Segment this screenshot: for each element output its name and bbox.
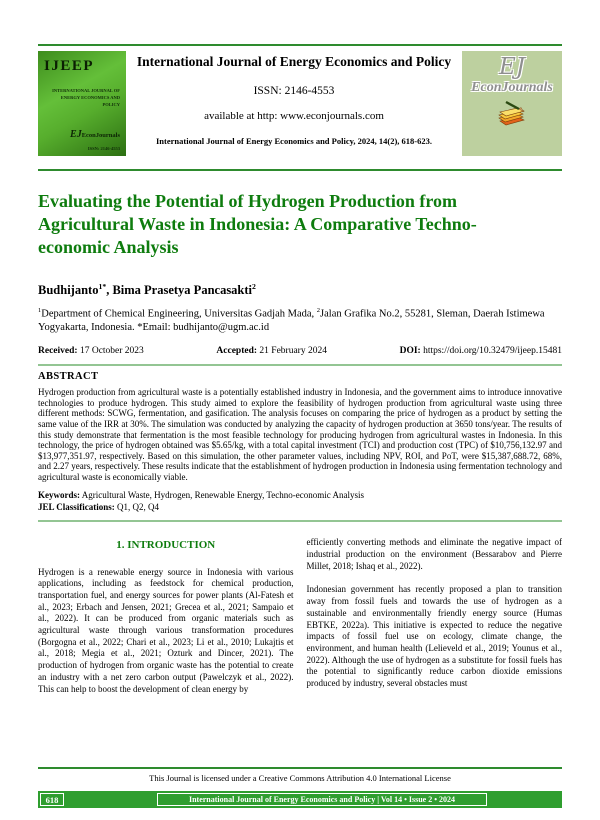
jel-value: Q1, Q2, Q4 [117,501,160,512]
affiliation-superscript-1: 1 [38,306,42,314]
ijeep-logo-ej-mark: EJ [70,129,82,141]
accepted-label: Accepted: [216,346,258,357]
affiliation-part-1: Department of Chemical Engineering, Univ… [41,308,317,320]
authors-line: Budhijanto1*, Bima Prasetya Pancasakti2 [38,282,562,298]
ijeep-logo-subtitle-line2: ENERGY ECONOMICS AND POLICY [60,94,120,107]
received-value: 17 October 2023 [79,346,144,357]
received-date: Received: 17 October 2023 [38,346,144,356]
keywords-value: Agricultural Waste, Hydrogen, Renewable … [81,489,364,500]
abstract-bottom-divider [38,520,562,523]
right-column: efficiently converting methods and elimi… [307,537,563,695]
doi-label: DOI: [399,346,421,357]
header-center: International Journal of Energy Economic… [126,51,462,156]
abstract-heading: ABSTRACT [38,371,99,383]
journal-title: International Journal of Energy Economic… [136,54,452,69]
affiliation-part-2[interactable]: Jalan Grafika No.2, 55281, Sleman, Daera… [38,308,545,334]
ijeep-logo-subtitle: INTERNATIONAL JOURNAL OF ENERGY ECONOMIC… [44,88,120,108]
jel-label: JEL Classifications: [38,501,115,512]
header-bottom-divider [38,169,562,171]
author-separator: , [106,282,113,297]
keywords-label: Keywords: [38,489,80,500]
introduction-section: 1. INTRODUCTION Hydrogen is a renewable … [38,537,562,695]
page-footer: This Journal is licensed under a Creativ… [38,767,562,808]
article-title: Evaluating the Potential of Hydrogen Pro… [38,191,477,257]
journal-citation: International Journal of Energy Economic… [155,135,432,146]
author-2: Bima Prasetya Pancasakti [112,282,253,297]
affiliation-superscript-2: 2 [316,306,321,314]
abstract-text: Hydrogen production from agricultural wa… [38,387,562,483]
footer-journal-line: International Journal of Energy Economic… [157,793,487,806]
accepted-value: 21 February 2024 [259,346,327,357]
keywords-block: Keywords: Agricultural Waste, Hydrogen, … [38,490,562,514]
author-2-superscript: 2 [252,281,256,291]
received-label: Received: [38,346,78,357]
page-number: 618 [40,793,64,806]
footer-top-divider [38,767,562,769]
paper-page: IJEEP INTERNATIONAL JOURNAL OF ENERGY EC… [0,44,600,808]
license-text: This Journal is licensed under a Creativ… [149,773,451,783]
econjournals-ej-mark: EJ [498,54,525,80]
ijeep-logo-brand-name: EconJournals [81,132,120,140]
ijeep-logo-acronym: IJEEP [44,58,95,74]
author-1: Budhijanto [38,282,99,297]
footer-bar: 618 International Journal of Energy Econ… [38,791,562,808]
jel-line: JEL Classifications: Q1, Q2, Q4 [38,502,562,514]
top-divider [38,44,562,46]
econjournals-brand-name: EconJournals [471,80,553,95]
journal-availability[interactable]: available at http: www.econjournals.com [204,109,384,122]
econjournals-logo: EJ EconJournals [462,51,562,156]
article-meta-row: Received: 17 October 2023 Accepted: 21 F… [38,346,562,356]
keywords-line: Keywords: Agricultural Waste, Hydrogen, … [38,490,562,502]
doi: DOI: https://doi.org/10.32479/ijeep.1548… [400,346,562,356]
abstract-top-divider [38,364,562,367]
ijeep-logo-subtitle-line1: INTERNATIONAL JOURNAL OF [52,88,120,93]
books-pencil-icon [498,100,525,126]
left-column: 1. INTRODUCTION Hydrogen is a renewable … [38,537,294,695]
introduction-paragraph-1: Hydrogen is a renewable energy source in… [38,566,294,694]
affiliation-line: 1Department of Chemical Engineering, Uni… [38,307,562,335]
ijeep-logo: IJEEP INTERNATIONAL JOURNAL OF ENERGY EC… [38,51,126,156]
ijeep-logo-issn: ISSN: 2146-4553 [87,146,120,152]
accepted-date: Accepted: 21 February 2024 [216,346,327,356]
introduction-paragraph-3: Indonesian government has recently propo… [306,584,563,688]
ijeep-logo-brand: EJEconJournals [44,124,120,142]
introduction-paragraph-2: efficiently converting methods and elimi… [306,537,563,571]
journal-header: IJEEP INTERNATIONAL JOURNAL OF ENERGY EC… [38,51,562,156]
author-1-superscript: 1* [98,281,107,291]
doi-link[interactable]: https://doi.org/10.32479/ijeep.15481 [423,346,562,357]
introduction-heading: 1. INTRODUCTION [116,539,216,552]
journal-issn: ISSN: 2146-4553 [253,84,335,97]
